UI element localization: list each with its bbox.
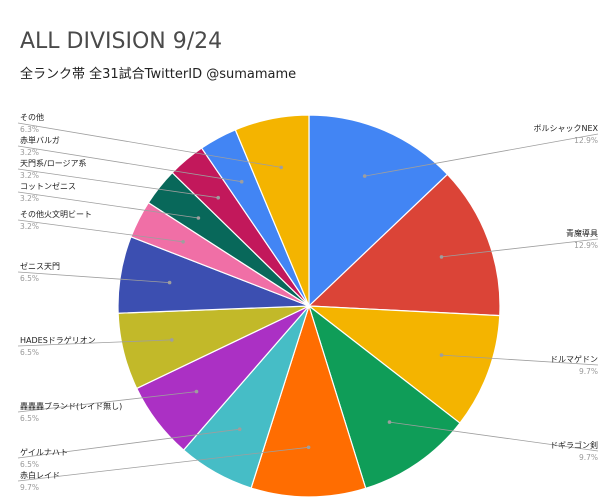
slice-label: その他 (20, 112, 44, 122)
slice-percent: 6.5% (20, 460, 39, 469)
pie-slice (307, 305, 501, 424)
slice-label: 天門系/ロージア系 (20, 158, 87, 168)
slice-percent: 12.9% (574, 136, 598, 145)
leader-line (17, 428, 240, 459)
slice-label: ドルマゲドン (550, 354, 598, 364)
leader-line (17, 271, 170, 283)
slice-percent: 12.9% (574, 241, 598, 250)
leader-dot (362, 174, 367, 178)
leader-dot (387, 420, 392, 424)
leader-dot (279, 165, 284, 170)
slice-percent: 9.7% (579, 367, 598, 376)
slice-percent: 6.5% (20, 414, 39, 423)
leader-line (17, 391, 197, 413)
leader-line (389, 421, 599, 452)
slice-percent: 6.3% (20, 125, 39, 134)
chart-subtitle: 全ランク帯 全31試合TwitterID @sumamame (20, 66, 296, 82)
slice-label: ゼニス天門 (20, 261, 60, 271)
slice-label: 轟轟轟ブランド(レイド無し) (20, 401, 122, 411)
leader-line (17, 219, 184, 243)
slice-percent: 3.2% (20, 194, 39, 203)
leader-dot (439, 353, 444, 357)
leader-dot (216, 195, 220, 200)
slice-percent: 3.2% (20, 171, 39, 180)
leader-line (17, 168, 219, 199)
leader-line (17, 191, 199, 219)
slice-label: 青魔導具 (566, 228, 598, 238)
slice-label: ゲイルナハト (20, 447, 68, 457)
leader-dot (194, 389, 199, 394)
leader-dot (237, 427, 242, 432)
leader-dot (181, 240, 185, 244)
pie-slice (307, 304, 461, 490)
slice-label: ボルシャックNEX (533, 124, 598, 133)
slice-percent: 6.5% (20, 274, 39, 283)
slice-labels: ボルシャックNEX 12.9% 青魔導具 12.9% ドルマゲドン 9.7% ドギラゴン剣 9… (17, 112, 599, 492)
leader-line (17, 122, 282, 168)
slice-percent: 9.7% (579, 453, 598, 462)
leader-dot (167, 280, 172, 285)
leader-dot (306, 445, 311, 450)
slice-percent: 6.5% (20, 348, 39, 357)
pie-slice (307, 173, 501, 317)
leader-line (17, 339, 172, 347)
leader-dot (439, 255, 444, 259)
pie-slice (250, 304, 367, 498)
leader-line (17, 446, 309, 482)
slice-label: 赤白レイド (20, 470, 60, 480)
leader-dot (196, 216, 201, 220)
slice-label: コットンゼニス (20, 181, 76, 191)
slice-percent: 3.2% (20, 148, 39, 157)
leader-line (17, 145, 242, 183)
leader-dot (170, 338, 174, 342)
chart-title: ALL DIVISION 9/24 (20, 29, 222, 54)
pie-slice (308, 114, 449, 308)
leader-line (441, 354, 599, 366)
slice-percent: 9.7% (20, 483, 39, 492)
slice-label: その他火文明ビート (20, 209, 92, 219)
pie-slices (117, 114, 501, 498)
leader-line (364, 133, 599, 177)
slice-percent: 3.2% (20, 222, 39, 231)
leader-line (441, 238, 599, 258)
slice-label: 赤単バルガ (20, 135, 60, 145)
slice-label: HADESドラゲリオン (20, 335, 96, 345)
leader-dot (239, 179, 244, 184)
slice-label: ドギラゴン剣 (550, 440, 598, 450)
